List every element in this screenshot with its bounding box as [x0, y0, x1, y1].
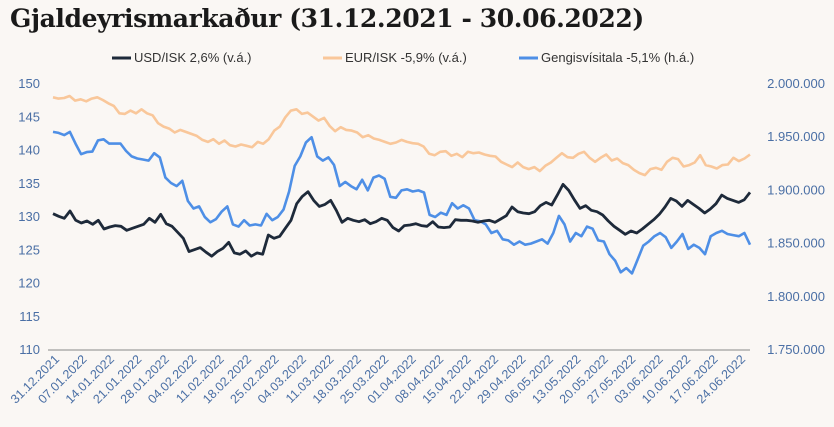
series-line	[52, 183, 752, 258]
right-tick-label: 1.900.000	[767, 182, 825, 197]
left-tick-label: 140	[18, 143, 40, 158]
left-tick-label: 150	[18, 76, 40, 91]
right-tick-label: 1.800.000	[767, 289, 825, 304]
chart-title: Gjaldeyrismarkaður (31.12.2021 - 30.06.2…	[10, 4, 644, 33]
legend-label: EUR/ISK -5,9% (v.á.)	[345, 50, 467, 65]
right-tick-label: 1.750.000	[767, 342, 825, 357]
left-tick-label: 145	[18, 109, 40, 124]
right-axis-ticks: 1.750.000 1.800.000 1.850.000 1.900.000 1.95…	[767, 76, 825, 357]
left-tick-label: 110	[19, 342, 40, 357]
left-tick-label: 130	[18, 209, 40, 224]
series-layer	[52, 94, 752, 275]
right-tick-label: 1.850.000	[767, 236, 825, 251]
left-tick-label: 125	[18, 242, 40, 257]
left-axis-ticks: 110 115 120 125 130 135 140 145 150	[18, 76, 40, 357]
left-tick-label: 115	[19, 309, 40, 324]
legend-label: USD/ISK 2,6% (v.á.)	[134, 50, 252, 65]
left-tick-label: 120	[18, 276, 40, 291]
series-line	[52, 94, 751, 177]
left-tick-label: 135	[18, 176, 40, 191]
legend: USD/ISK 2,6% (v.á.) EUR/ISK -5,9% (v.á.) G…	[112, 50, 694, 65]
right-tick-label: 2.000.000	[767, 76, 825, 91]
x-axis-ticks: 31.12.202107.01.202214.01.202221.01.2022…	[8, 352, 748, 406]
legend-label: Gengisvísitala -5,1% (h.á.)	[541, 50, 694, 65]
series-line	[52, 130, 752, 275]
right-tick-label: 1.950.000	[767, 129, 825, 144]
